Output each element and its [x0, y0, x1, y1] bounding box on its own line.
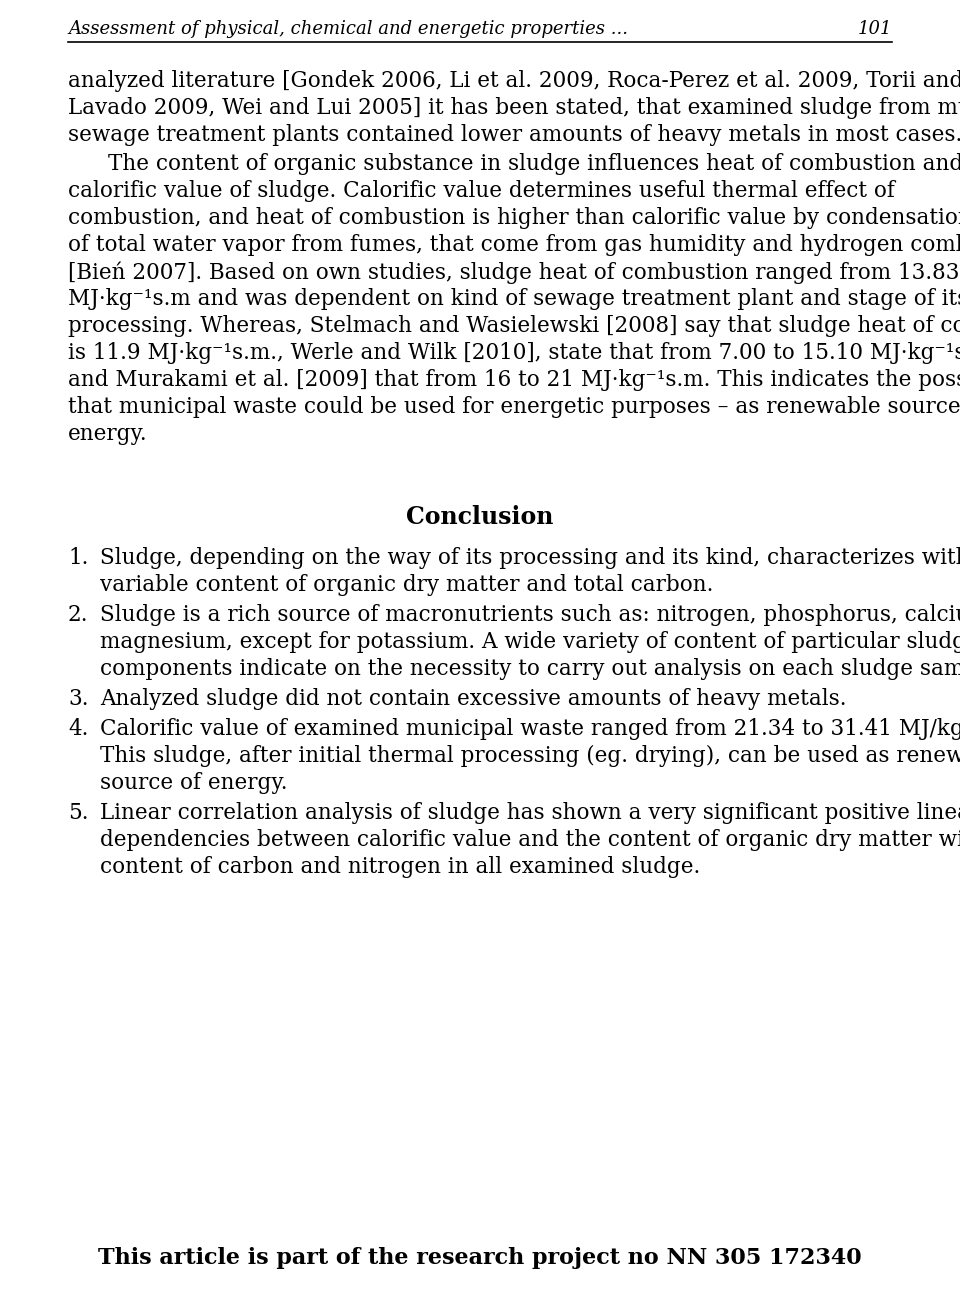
- Text: Calorific value of examined municipal waste ranged from 21.34 to 31.41 MJ/kg d.m: Calorific value of examined municipal wa…: [100, 718, 960, 740]
- Text: combustion, and heat of combustion is higher than calorific value by condensatio: combustion, and heat of combustion is hi…: [68, 208, 960, 229]
- Text: Sludge, depending on the way of its processing and its kind, characterizes with : Sludge, depending on the way of its proc…: [100, 547, 960, 568]
- Text: energy.: energy.: [68, 423, 148, 445]
- Text: sewage treatment plants contained lower amounts of heavy metals in most cases.: sewage treatment plants contained lower …: [68, 124, 960, 146]
- Text: calorific value of sludge. Calorific value determines useful thermal effect of: calorific value of sludge. Calorific val…: [68, 180, 895, 202]
- Text: 5.: 5.: [68, 802, 88, 824]
- Text: source of energy.: source of energy.: [100, 772, 287, 794]
- Text: content of carbon and nitrogen in all examined sludge.: content of carbon and nitrogen in all ex…: [100, 856, 700, 878]
- Text: components indicate on the necessity to carry out analysis on each sludge sample: components indicate on the necessity to …: [100, 657, 960, 681]
- Text: 3.: 3.: [68, 688, 88, 710]
- Text: is 11.9 MJ·kg⁻¹s.m., Werle and Wilk [2010], state that from 7.00 to 15.10 MJ·kg⁻: is 11.9 MJ·kg⁻¹s.m., Werle and Wilk [201…: [68, 342, 960, 363]
- Text: The content of organic substance in sludge influences heat of combustion and: The content of organic substance in slud…: [108, 153, 960, 175]
- Text: Linear correlation analysis of sludge has shown a very significant positive line: Linear correlation analysis of sludge ha…: [100, 802, 960, 824]
- Text: 2.: 2.: [68, 605, 88, 626]
- Text: processing. Whereas, Stelmach and Wasielewski [2008] say that sludge heat of com: processing. Whereas, Stelmach and Wasiel…: [68, 315, 960, 336]
- Text: that municipal waste could be used for energetic purposes – as renewable source : that municipal waste could be used for e…: [68, 396, 960, 418]
- Text: Analyzed sludge did not contain excessive amounts of heavy metals.: Analyzed sludge did not contain excessiv…: [100, 688, 847, 710]
- Text: analyzed literature [Gondek 2006, Li et al. 2009, Roca-Perez et al. 2009, Torii : analyzed literature [Gondek 2006, Li et …: [68, 70, 960, 92]
- Text: 4.: 4.: [68, 718, 88, 740]
- Text: This article is part of the research project no NN 305 172340: This article is part of the research pro…: [98, 1246, 862, 1268]
- Text: 101: 101: [857, 21, 892, 37]
- Text: dependencies between calorific value and the content of organic dry matter with : dependencies between calorific value and…: [100, 829, 960, 851]
- Text: Lavado 2009, Wei and Lui 2005] it has been stated, that examined sludge from mun: Lavado 2009, Wei and Lui 2005] it has be…: [68, 97, 960, 119]
- Text: Assessment of physical, chemical and energetic properties ...: Assessment of physical, chemical and ene…: [68, 21, 628, 37]
- Text: and Murakami et al. [2009] that from 16 to 21 MJ·kg⁻¹s.m. This indicates the pos: and Murakami et al. [2009] that from 16 …: [68, 369, 960, 391]
- Text: Sludge is a rich source of macronutrients such as: nitrogen, phosphorus, calcium: Sludge is a rich source of macronutrient…: [100, 605, 960, 626]
- Text: [Bień 2007]. Based on own studies, sludge heat of combustion ranged from 13.83 t: [Bień 2007]. Based on own studies, sludg…: [68, 260, 960, 284]
- Text: MJ·kg⁻¹s.m and was dependent on kind of sewage treatment plant and stage of its: MJ·kg⁻¹s.m and was dependent on kind of …: [68, 287, 960, 309]
- Text: 1.: 1.: [68, 547, 88, 568]
- Text: This sludge, after initial thermal processing (eg. drying), can be used as renew: This sludge, after initial thermal proce…: [100, 745, 960, 767]
- Text: of total water vapor from fumes, that come from gas humidity and hydrogen combus: of total water vapor from fumes, that co…: [68, 235, 960, 257]
- Text: Conclusion: Conclusion: [406, 505, 554, 528]
- Text: variable content of organic dry matter and total carbon.: variable content of organic dry matter a…: [100, 574, 713, 596]
- Text: magnesium, except for potassium. A wide variety of content of particular sludge: magnesium, except for potassium. A wide …: [100, 632, 960, 654]
